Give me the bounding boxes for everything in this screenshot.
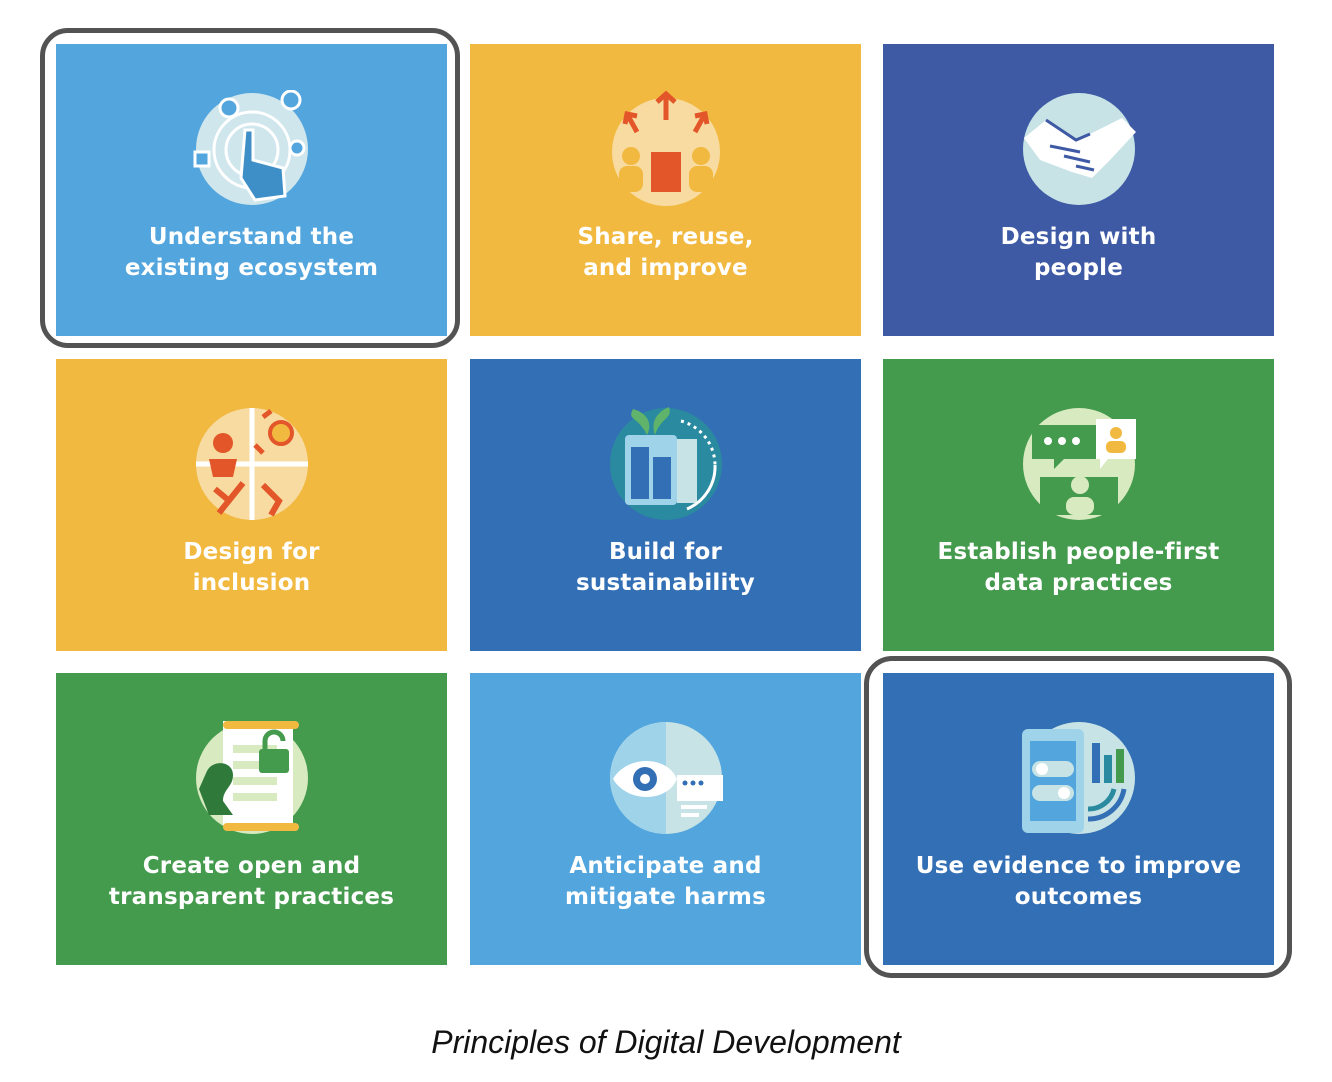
share-reuse-icon <box>611 90 720 206</box>
document-lock-icon <box>195 721 308 834</box>
tile-label: Understand the existing ecosystem <box>124 224 379 281</box>
tile-label: Establish people-first data practices <box>937 539 1220 596</box>
tile-label: Create open and transparent practices <box>108 853 395 910</box>
evidence-phone-icon <box>1021 722 1135 834</box>
tile-use-evidence: Use evidence to improve outcomes <box>883 673 1274 965</box>
tile-label: Anticipate and mitigate harms <box>564 853 766 910</box>
figure-caption: Principles of Digital Development <box>431 1024 901 1060</box>
tile-build-sustainability: Build for sustainability <box>470 359 861 651</box>
tile-open-transparent: Create open and transparent practices <box>56 673 447 965</box>
tile-label: Share, reuse, and improve <box>577 224 754 281</box>
tile-design-inclusion: Design for inclusion <box>56 359 447 651</box>
handshake-icon <box>1022 93 1136 205</box>
tile-understand-ecosystem: Understand the existing ecosystem <box>56 44 447 336</box>
inclusion-people-icon <box>195 408 308 520</box>
tile-label: Build for sustainability <box>576 539 755 596</box>
sustainability-chart-icon <box>609 407 722 520</box>
eye-watch-icon <box>609 722 723 834</box>
tile-label: Design with people <box>1000 224 1157 281</box>
tile-people-first-data: Establish people-first data practices <box>883 359 1274 651</box>
tile-label: Design for inclusion <box>183 539 320 596</box>
ecosystem-touch-icon <box>193 90 308 205</box>
tile-anticipate-harms: Anticipate and mitigate harms <box>470 673 861 965</box>
data-chat-icon <box>1022 408 1136 520</box>
tile-label: Use evidence to improve outcomes <box>915 853 1242 910</box>
tile-share-reuse: Share, reuse, and improve <box>470 44 861 336</box>
tile-design-with-people: Design with people <box>883 44 1274 336</box>
